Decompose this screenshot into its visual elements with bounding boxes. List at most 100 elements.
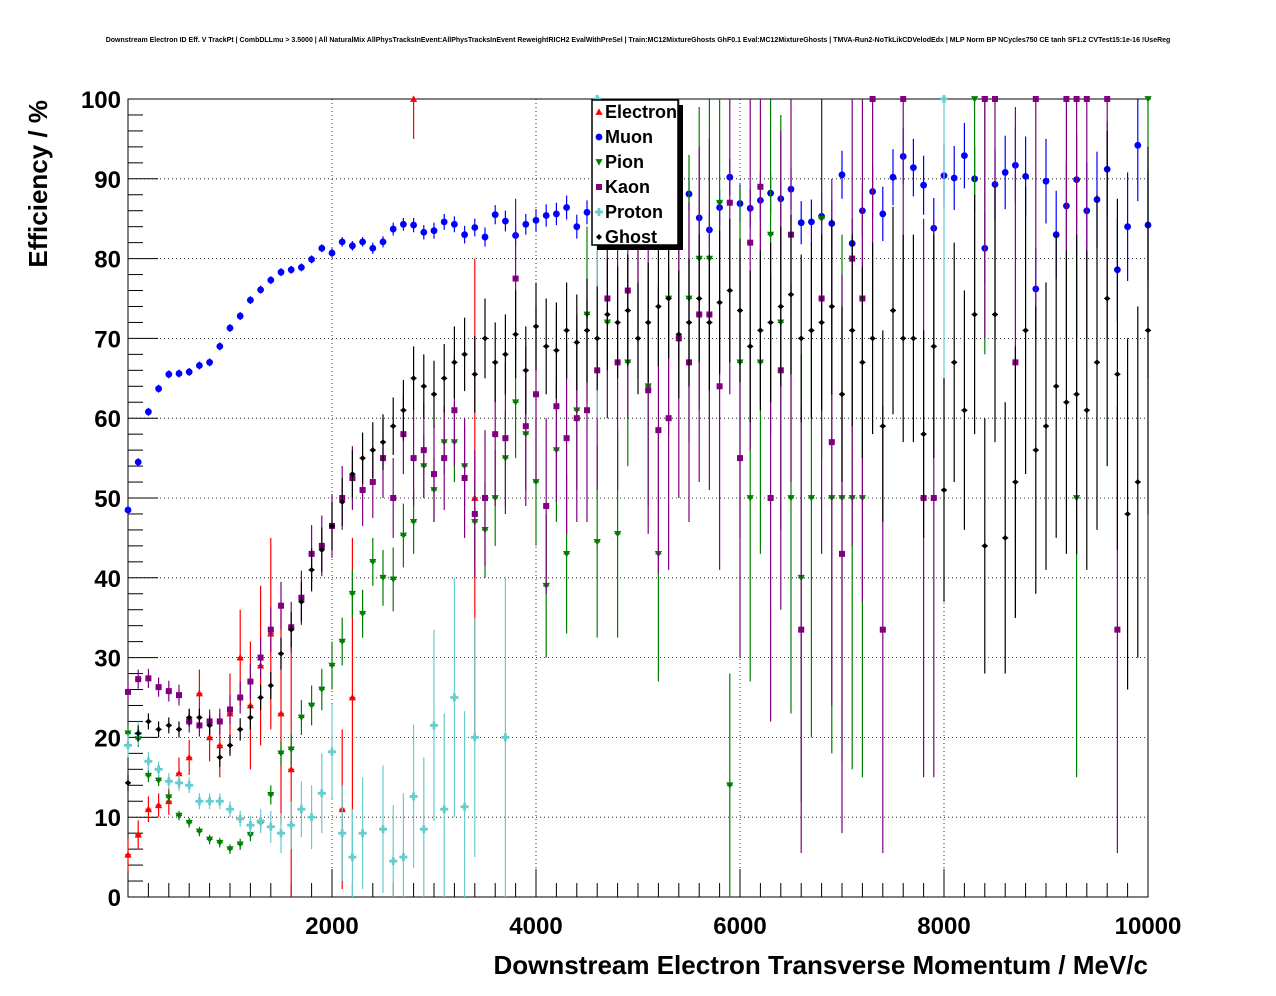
data-point: [522, 423, 529, 430]
x-axis-title: Downstream Electron Transverse Momentum …: [493, 950, 1148, 980]
data-point: [593, 539, 601, 546]
data-point: [706, 319, 713, 326]
data-point: [542, 212, 550, 219]
data-point: [502, 435, 509, 442]
data-point: [461, 475, 468, 482]
series-ghost: [125, 130, 1151, 791]
data-point: [164, 777, 173, 786]
y-tick-label: 90: [94, 167, 121, 194]
data-point: [889, 173, 897, 181]
x-tick-label: 6000: [713, 913, 766, 940]
data-point: [1083, 407, 1090, 414]
data-point: [900, 335, 907, 342]
data-point: [553, 403, 560, 410]
data-point: [1124, 223, 1131, 231]
data-point: [981, 96, 988, 102]
data-point: [348, 853, 357, 862]
data-point: [930, 343, 937, 350]
data-point: [317, 789, 326, 798]
data-point: [328, 249, 336, 257]
data-point: [777, 303, 784, 310]
data-point: [471, 510, 478, 517]
data-point: [726, 287, 733, 294]
data-point: [431, 471, 437, 478]
data-point: [481, 233, 489, 241]
data-point: [278, 650, 284, 657]
data-point: [614, 531, 622, 538]
data-point: [951, 359, 958, 366]
data-point: [563, 435, 570, 442]
x-tick-label: 2000: [305, 913, 358, 940]
data-point: [339, 498, 346, 505]
data-point: [246, 831, 254, 839]
data-point: [441, 455, 448, 462]
data-point: [961, 407, 968, 414]
y-tick-label: 80: [94, 247, 121, 274]
data-point: [726, 199, 733, 206]
data-point: [287, 266, 295, 274]
data-point: [124, 741, 132, 750]
legend-marker: [596, 184, 602, 190]
y-tick-label: 20: [94, 725, 121, 752]
data-point: [584, 327, 590, 334]
data-point: [278, 602, 284, 609]
data-point: [277, 709, 285, 717]
data-point: [134, 458, 142, 466]
legend-label: Pion: [605, 152, 644, 172]
data-point: [767, 231, 775, 239]
data-point: [533, 391, 539, 398]
data-point: [502, 351, 509, 358]
data-point: [329, 522, 335, 529]
data-point: [1104, 96, 1111, 102]
data-point: [134, 831, 142, 838]
data-point: [1073, 391, 1080, 398]
data-point: [910, 164, 917, 172]
data-point: [176, 726, 182, 733]
data-point: [369, 244, 377, 252]
data-point: [288, 626, 295, 633]
y-axis-title: Efficiency / %: [23, 100, 53, 268]
data-point: [155, 684, 162, 691]
data-point: [746, 495, 754, 502]
data-point: [297, 805, 306, 814]
data-point: [236, 654, 244, 661]
data-point: [655, 427, 662, 434]
data-point: [206, 722, 213, 729]
data-point: [532, 216, 540, 224]
data-point: [318, 686, 326, 694]
data-point: [522, 220, 530, 228]
data-point: [461, 231, 468, 239]
data-point: [491, 211, 499, 219]
data-point: [849, 327, 856, 334]
data-point: [399, 532, 407, 540]
data-point: [389, 857, 398, 866]
data-point: [410, 95, 418, 102]
data-point: [930, 495, 937, 501]
data-point: [1145, 327, 1151, 334]
data-point: [522, 367, 529, 374]
data-point: [175, 370, 183, 377]
data-point: [287, 821, 296, 830]
data-point: [675, 331, 682, 338]
data-point: [879, 423, 886, 430]
data-point: [328, 747, 336, 756]
data-point: [349, 471, 356, 478]
data-point: [176, 692, 182, 699]
data-point: [543, 343, 550, 350]
data-point: [195, 689, 203, 697]
data-point: [277, 829, 285, 838]
data-point: [451, 220, 458, 228]
data-point: [227, 742, 233, 749]
data-point: [267, 276, 275, 284]
data-point: [971, 311, 978, 318]
data-point: [390, 423, 397, 430]
data-point: [236, 841, 244, 848]
data-point: [553, 347, 560, 354]
data-point: [686, 319, 692, 326]
data-point: [145, 718, 152, 725]
data-point: [175, 778, 183, 787]
data-point: [380, 439, 386, 446]
data-point: [807, 495, 815, 502]
y-tick-label: 40: [94, 566, 121, 593]
data-point: [512, 399, 520, 406]
